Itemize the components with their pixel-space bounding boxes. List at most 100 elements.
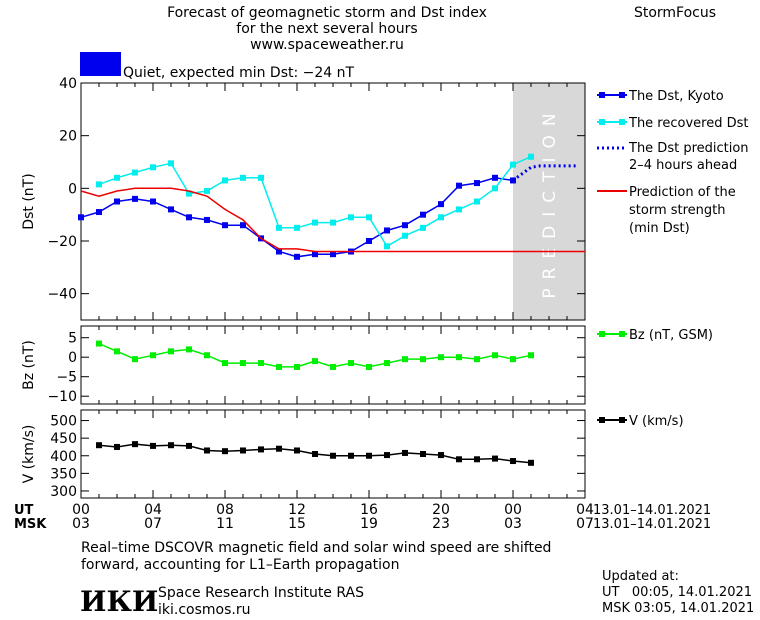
- msk-tick-label: 03: [504, 516, 522, 532]
- y-axis-title: Bz (nT): [21, 340, 37, 390]
- y-tick-label: 5: [68, 331, 77, 347]
- data-point: [96, 340, 102, 347]
- ut-tick-label: 00: [72, 502, 90, 518]
- ut-axis-label: UT: [14, 503, 34, 518]
- data-point: [348, 452, 354, 459]
- msk-tick-label: 03: [72, 516, 90, 532]
- dst-legend: The Dst, Kyoto The recovered Dst The Dst…: [597, 89, 749, 236]
- data-point: [438, 452, 444, 459]
- msk-date-range: 13.01–14.01.2021: [593, 517, 711, 532]
- data-point: [492, 455, 498, 462]
- ut-tick-label: 08: [216, 502, 234, 518]
- y-tick-label: −5: [56, 370, 77, 386]
- data-point: [420, 451, 426, 457]
- data-point: [492, 174, 498, 181]
- y-axis-title: V (km/s): [21, 425, 37, 484]
- data-point: [402, 222, 408, 229]
- data-point: [222, 177, 228, 184]
- data-point: [402, 356, 408, 363]
- legend-label-bz: Bz (nT, GSM): [629, 328, 713, 343]
- data-point: [312, 219, 318, 226]
- data-point: [384, 243, 390, 250]
- updated-label: Updated at:: [602, 569, 679, 584]
- data-point: [312, 451, 318, 457]
- chart-title-line-2: for the next several hours: [236, 21, 417, 37]
- data-point: [276, 445, 282, 452]
- legend-marker-speed-2: [619, 417, 625, 423]
- msk-tick-label: 07: [576, 516, 594, 532]
- data-point: [258, 446, 264, 453]
- y-tick-label: 500: [50, 414, 77, 430]
- dst-panel: PREDICTION −40 −20 0 20 40 Dst (nT): [21, 76, 586, 321]
- data-point: [456, 354, 462, 361]
- data-point: [510, 356, 516, 363]
- msk-tick-label: 11: [216, 516, 234, 532]
- msk-tick-label: 07: [144, 516, 162, 532]
- data-point: [528, 459, 534, 466]
- data-point: [258, 174, 264, 181]
- data-point: [114, 443, 120, 450]
- data-point: [150, 352, 156, 359]
- y-tick-label: −40: [47, 287, 77, 303]
- iki-logo: ИКИ: [80, 585, 158, 618]
- prediction-band: [513, 83, 585, 320]
- data-point: [474, 356, 480, 363]
- data-point: [204, 216, 210, 223]
- data-point: [366, 452, 372, 459]
- data-point: [240, 222, 246, 229]
- data-point: [96, 209, 102, 216]
- status-text: Quiet, expected min Dst: −24 nT: [123, 65, 355, 81]
- data-point: [294, 253, 300, 260]
- brand-label: StormFocus: [634, 5, 716, 21]
- y-tick-label: 0: [68, 350, 77, 366]
- y-tick-label: 20: [59, 129, 77, 145]
- data-point: [312, 251, 318, 258]
- data-point: [330, 363, 336, 370]
- y-tick-label: 300: [50, 484, 77, 500]
- data-point: [204, 187, 210, 194]
- legend-label-speed: V (km/s): [629, 414, 684, 429]
- ut-tick-label: 12: [288, 502, 306, 518]
- status-color-swatch: [80, 52, 121, 76]
- data-point: [222, 360, 228, 367]
- data-point: [330, 251, 336, 258]
- data-point: [456, 456, 462, 463]
- data-point: [114, 348, 120, 355]
- chart-title-line-1: Forecast of geomagnetic storm and Dst in…: [167, 5, 487, 21]
- data-point: [168, 206, 174, 213]
- data-point: [456, 206, 462, 213]
- data-point: [258, 360, 264, 367]
- legend-marker-kyoto: [599, 92, 605, 98]
- y-tick-label: 0: [68, 181, 77, 197]
- data-point: [330, 219, 336, 226]
- ut-tick-label: 04: [144, 502, 162, 518]
- institute-name: Space Research Institute RAS: [158, 585, 364, 601]
- legend-label-recovered: The recovered Dst: [628, 116, 748, 131]
- data-point: [402, 232, 408, 239]
- data-point: [384, 452, 390, 459]
- data-point: [456, 182, 462, 189]
- data-point: [186, 214, 192, 221]
- data-point: [132, 169, 138, 176]
- data-point: [204, 447, 210, 454]
- ut-tick-label: 16: [360, 502, 378, 518]
- data-point: [330, 452, 336, 459]
- data-point: [366, 238, 372, 244]
- legend-marker-speed: [599, 417, 605, 423]
- data-point: [528, 153, 534, 160]
- data-point: [78, 214, 84, 221]
- y-tick-label: −20: [47, 234, 77, 250]
- data-point: [474, 180, 480, 187]
- data-point: [168, 160, 174, 167]
- msk-tick-label: 23: [432, 516, 450, 532]
- series-line-0: [80, 177, 514, 258]
- data-point: [96, 181, 102, 188]
- data-point: [150, 442, 156, 449]
- data-point: [186, 442, 192, 449]
- data-point: [150, 164, 156, 171]
- panel-frame: [80, 82, 586, 321]
- y-tick-label: −10: [47, 389, 77, 405]
- y-tick-label: 40: [59, 76, 77, 92]
